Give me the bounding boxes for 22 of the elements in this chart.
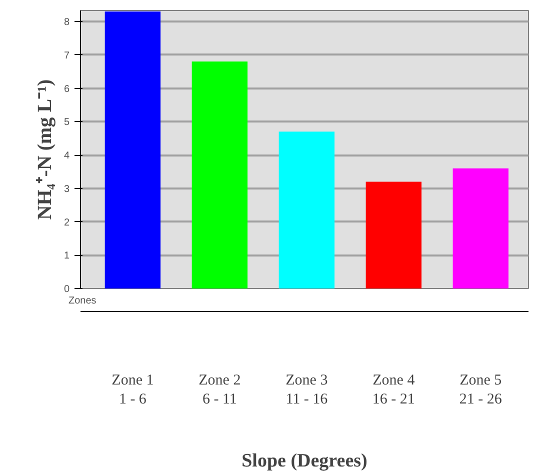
y-tick-label: 8 [64, 17, 70, 28]
y-tick-label: 6 [64, 84, 70, 95]
bar [104, 12, 161, 288]
x-tick-label: Zone 5 21 - 26 [459, 372, 502, 408]
y-tick-label: 3 [64, 184, 70, 195]
bar [452, 168, 508, 288]
y-tick-label: 0 [64, 284, 70, 295]
y-tick-label: 7 [64, 50, 70, 62]
bar [366, 182, 422, 288]
y-axis-title: NH₄⁺-N (mg L⁻¹) [34, 79, 56, 220]
text: Zones [68, 296, 96, 306]
y-tick-label: 5 [64, 117, 70, 128]
y-tick-label: 4 [64, 150, 70, 162]
x-tick-label: Zone 4 16 - 21 [372, 372, 416, 408]
bar [192, 62, 248, 288]
bar [278, 132, 335, 288]
y-tick-label: 1 [64, 250, 70, 262]
x-tick-label: Zone 2 6 - 11 [198, 372, 241, 408]
x-tick-label: Zone 1 1 - 6 [112, 372, 154, 408]
x-axis-title: Slope (Degrees) [242, 450, 368, 472]
y-tick-label: 2 [64, 217, 70, 228]
x-tick-label: Zone 3 11 - 16 [286, 372, 328, 408]
